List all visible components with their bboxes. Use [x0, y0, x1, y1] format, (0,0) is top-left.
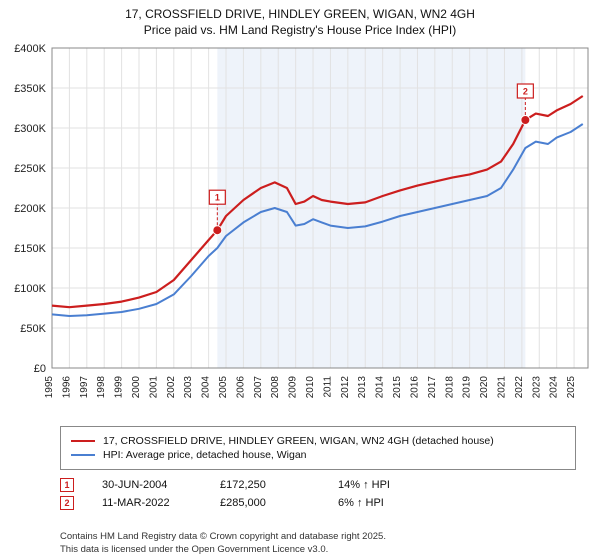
- footer-line-1: Contains HM Land Registry data © Crown c…: [60, 531, 386, 543]
- svg-text:2010: 2010: [305, 376, 316, 399]
- sale-delta: 14% ↑ HPI: [338, 479, 428, 491]
- title-line-1: 17, CROSSFIELD DRIVE, HINDLEY GREEN, WIG…: [0, 6, 600, 22]
- svg-text:1995: 1995: [44, 376, 55, 399]
- svg-text:2017: 2017: [427, 376, 438, 399]
- svg-text:2025: 2025: [566, 376, 577, 399]
- svg-text:2016: 2016: [409, 376, 420, 399]
- legend: 17, CROSSFIELD DRIVE, HINDLEY GREEN, WIG…: [60, 426, 576, 470]
- svg-text:2015: 2015: [392, 376, 403, 399]
- svg-text:2: 2: [523, 87, 528, 97]
- title-line-2: Price paid vs. HM Land Registry's House …: [0, 22, 600, 38]
- svg-text:£400K: £400K: [14, 43, 46, 55]
- svg-text:£350K: £350K: [14, 83, 46, 95]
- svg-text:2019: 2019: [462, 376, 473, 399]
- footer-line-2: This data is licensed under the Open Gov…: [60, 544, 386, 556]
- svg-text:1: 1: [215, 193, 220, 203]
- svg-text:2004: 2004: [201, 376, 212, 399]
- svg-text:2018: 2018: [444, 376, 455, 399]
- svg-text:2002: 2002: [166, 376, 177, 399]
- svg-text:1998: 1998: [96, 376, 107, 399]
- sale-marker: 2: [60, 496, 74, 510]
- sale-delta: 6% ↑ HPI: [338, 497, 428, 509]
- svg-text:£50K: £50K: [20, 323, 46, 335]
- svg-text:2005: 2005: [218, 376, 229, 399]
- svg-text:2022: 2022: [514, 376, 525, 399]
- legend-swatch: [71, 440, 95, 442]
- svg-text:2012: 2012: [340, 376, 351, 399]
- svg-text:1996: 1996: [61, 376, 72, 399]
- chart-area: £0 £50K £100K £150K £200K £250K £300K £350K £400…: [0, 40, 600, 420]
- svg-text:2007: 2007: [253, 376, 264, 399]
- svg-text:2006: 2006: [235, 376, 246, 399]
- svg-text:2014: 2014: [375, 376, 386, 399]
- svg-text:2008: 2008: [270, 376, 281, 399]
- svg-text:2001: 2001: [148, 376, 159, 399]
- sale-marker: 1: [60, 478, 74, 492]
- sale-date: 30-JUN-2004: [102, 479, 192, 491]
- sale-price: £285,000: [220, 497, 310, 509]
- svg-text:£250K: £250K: [14, 163, 46, 175]
- svg-text:2000: 2000: [131, 376, 142, 399]
- footer: Contains HM Land Registry data © Crown c…: [60, 531, 386, 556]
- svg-text:2023: 2023: [531, 376, 542, 399]
- svg-text:1997: 1997: [79, 376, 90, 399]
- chart-title-block: 17, CROSSFIELD DRIVE, HINDLEY GREEN, WIG…: [0, 0, 600, 40]
- sales-table: 1 30-JUN-2004 £172,250 14% ↑ HPI 2 11-MAR-202…: [60, 478, 576, 510]
- sale-row: 1 30-JUN-2004 £172,250 14% ↑ HPI: [60, 478, 576, 492]
- svg-text:1999: 1999: [114, 376, 125, 399]
- legend-swatch: [71, 454, 95, 456]
- sale-row: 2 11-MAR-2022 £285,000 6% ↑ HPI: [60, 496, 576, 510]
- svg-text:2011: 2011: [322, 376, 333, 398]
- legend-label: HPI: Average price, detached house, Wiga…: [103, 449, 307, 461]
- svg-text:£150K: £150K: [14, 243, 46, 255]
- sale-date: 11-MAR-2022: [102, 497, 192, 509]
- svg-text:2020: 2020: [479, 376, 490, 399]
- legend-label: 17, CROSSFIELD DRIVE, HINDLEY GREEN, WIG…: [103, 435, 494, 447]
- svg-text:2003: 2003: [183, 376, 194, 399]
- svg-text:2013: 2013: [357, 376, 368, 399]
- sale-price: £172,250: [220, 479, 310, 491]
- legend-row: HPI: Average price, detached house, Wiga…: [71, 449, 565, 461]
- svg-text:2009: 2009: [288, 376, 299, 399]
- svg-text:£300K: £300K: [14, 123, 46, 135]
- svg-text:2021: 2021: [496, 376, 507, 399]
- svg-text:£100K: £100K: [14, 283, 46, 295]
- svg-text:2024: 2024: [549, 376, 560, 399]
- svg-text:£0: £0: [34, 363, 46, 375]
- svg-text:£200K: £200K: [14, 203, 46, 215]
- legend-row: 17, CROSSFIELD DRIVE, HINDLEY GREEN, WIG…: [71, 435, 565, 447]
